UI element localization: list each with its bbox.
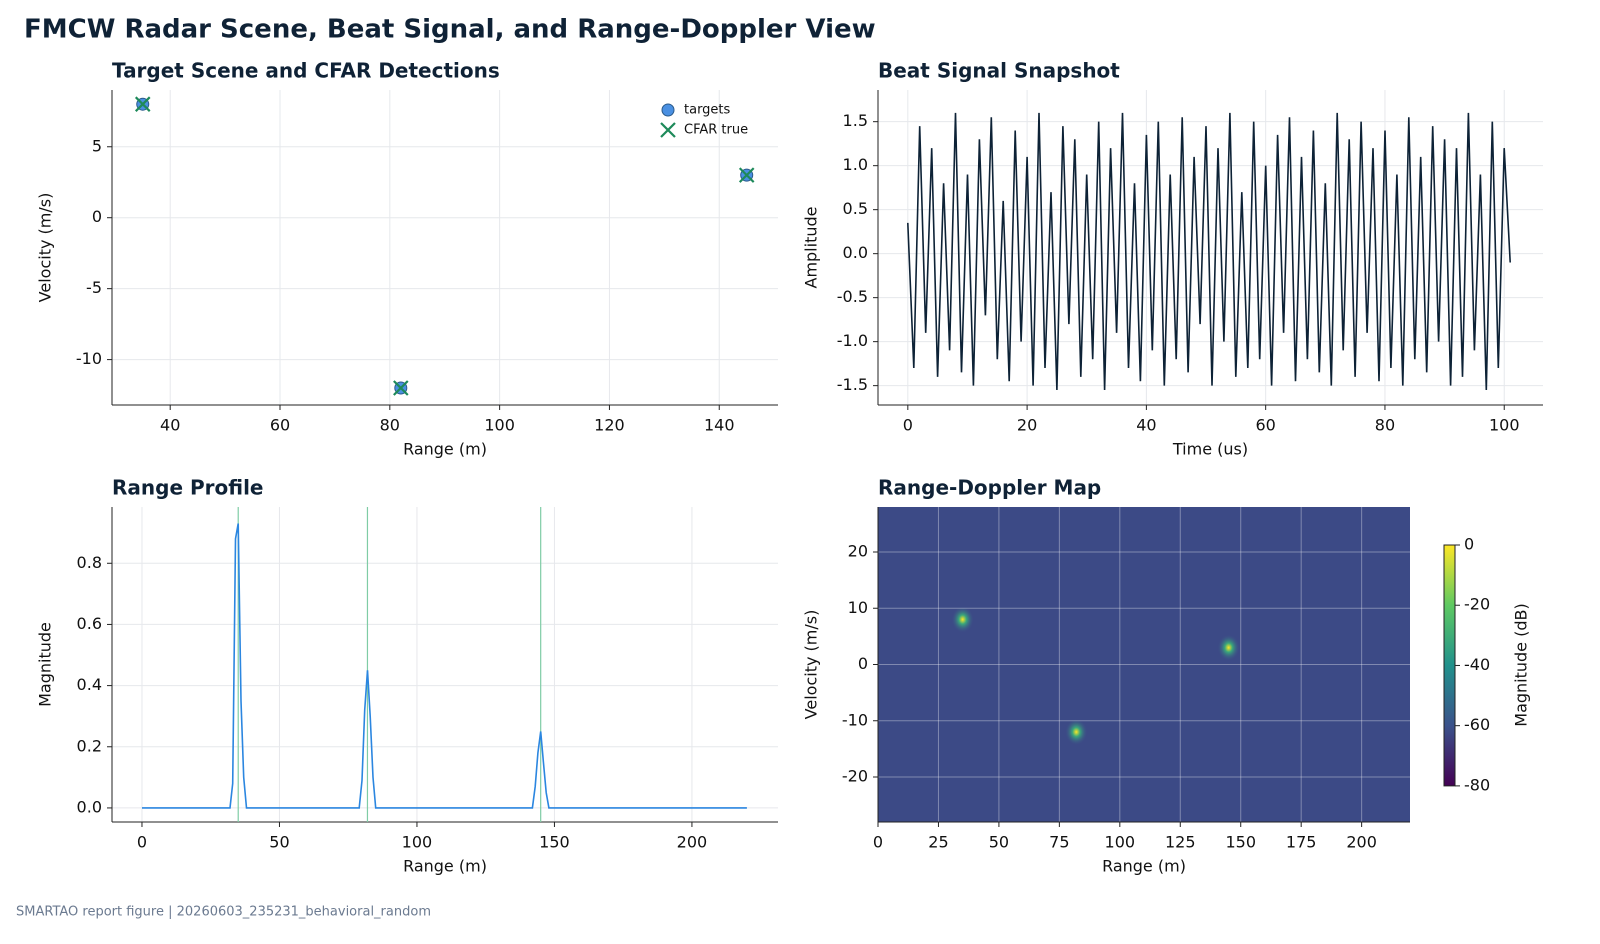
peak	[1217, 634, 1240, 661]
x-tick-label: 150	[1225, 833, 1256, 852]
colorbar-tick-label: -80	[1464, 775, 1490, 794]
y-tick-label: -1.0	[837, 331, 868, 350]
x-stroke	[393, 380, 409, 396]
x-tick-label: 75	[1049, 833, 1069, 852]
colorbar-label: Magnitude (dB)	[1512, 603, 1531, 726]
colorbar-tick-label: 0	[1464, 535, 1474, 554]
y-axis-label: Amplitude	[802, 207, 821, 289]
y-tick-label: 0.0	[843, 243, 868, 262]
y-tick-label: -20	[842, 767, 868, 786]
x-tick-label: 80	[380, 416, 400, 435]
x-stroke	[738, 167, 755, 183]
colorbar-tick-label: -40	[1464, 655, 1490, 674]
colorbar-tick-label: -60	[1464, 715, 1490, 734]
chart-title: Range-Doppler Map	[878, 476, 1101, 500]
x-tick-label: 80	[1375, 416, 1395, 435]
y-tick-label: -10	[842, 710, 868, 729]
chart-title: Beat Signal Snapshot	[878, 59, 1120, 83]
x-tick-label: 120	[594, 416, 625, 435]
x-marker	[134, 96, 151, 112]
x-tick-label: 60	[270, 416, 290, 435]
heatmap-peaks	[951, 606, 1240, 745]
x-tick-label: 175	[1286, 833, 1317, 852]
y-tick-label: 1.5	[843, 111, 868, 130]
y-tick-label: 0	[858, 654, 868, 673]
x-marker	[393, 380, 409, 396]
y-tick-label: 0.2	[77, 736, 102, 755]
y-axis-label: Velocity (m/s)	[36, 193, 55, 303]
y-tick-label: 0	[92, 207, 102, 226]
x-tick-label: 40	[160, 416, 180, 435]
y-tick-label: 5	[92, 136, 102, 155]
y-axis-label: Velocity (m/s)	[802, 610, 821, 720]
heatmap-background	[878, 507, 1410, 822]
y-axis-label: Magnitude	[36, 622, 55, 707]
x-tick-label: 100	[484, 416, 515, 435]
x-tick-label: 40	[1136, 416, 1156, 435]
x-tick-label: 0	[137, 833, 147, 852]
x-marker	[660, 122, 676, 138]
y-tick-label: -5	[86, 278, 102, 297]
line	[142, 523, 747, 809]
chart-title: Range Profile	[112, 476, 263, 500]
x-tick-label: 25	[928, 833, 948, 852]
x-tick-label: 150	[539, 833, 570, 852]
chart-title: Target Scene and CFAR Detections	[112, 59, 500, 83]
x-tick-label: 100	[1489, 416, 1520, 435]
x-tick-label: 125	[1165, 833, 1196, 852]
y-tick-label: 0.4	[77, 675, 102, 694]
colorbar	[1443, 544, 1456, 787]
x-tick-label: 0	[903, 416, 913, 435]
point	[661, 103, 675, 117]
x-stroke	[660, 122, 676, 138]
legend-label: targets	[684, 103, 731, 118]
x-tick-label: 60	[1255, 416, 1275, 435]
y-tick-label: -0.5	[837, 287, 868, 306]
line	[907, 112, 1511, 391]
x-tick-label: 200	[677, 833, 708, 852]
x-tick-label: 0	[873, 833, 883, 852]
figure-title: FMCW Radar Scene, Beat Signal, and Range…	[24, 15, 876, 45]
x-axis-label: Range (m)	[1102, 857, 1186, 876]
legend-label: CFAR true	[684, 123, 748, 138]
colorbar-tick-label: -20	[1464, 595, 1490, 614]
footer: SMARTAO report figure | 20260603_235231_…	[16, 905, 431, 920]
x-tick-label: 100	[1105, 833, 1136, 852]
y-tick-label: 1.0	[843, 155, 868, 174]
x-marker	[738, 167, 755, 183]
x-tick-label: 100	[402, 833, 433, 852]
y-tick-label: 0.6	[77, 614, 102, 633]
peak	[951, 606, 974, 633]
y-tick-label: 20	[848, 542, 868, 561]
y-tick-label: -10	[76, 349, 102, 368]
x-axis-label: Range (m)	[403, 857, 487, 876]
y-tick-label: 0.8	[77, 553, 102, 572]
peak	[1065, 719, 1088, 745]
x-axis-label: Range (m)	[403, 440, 487, 459]
y-tick-label: 0.0	[77, 797, 102, 816]
x-axis-label: Time (us)	[1172, 440, 1248, 459]
y-tick-label: 0.5	[843, 199, 868, 218]
y-tick-label: 10	[848, 598, 868, 617]
x-tick-label: 200	[1346, 833, 1377, 852]
y-tick-label: -1.5	[837, 375, 868, 394]
x-tick-label: 140	[704, 416, 735, 435]
x-tick-label: 50	[989, 833, 1009, 852]
x-stroke	[134, 96, 151, 112]
x-tick-label: 50	[269, 833, 289, 852]
x-tick-label: 20	[1017, 416, 1037, 435]
